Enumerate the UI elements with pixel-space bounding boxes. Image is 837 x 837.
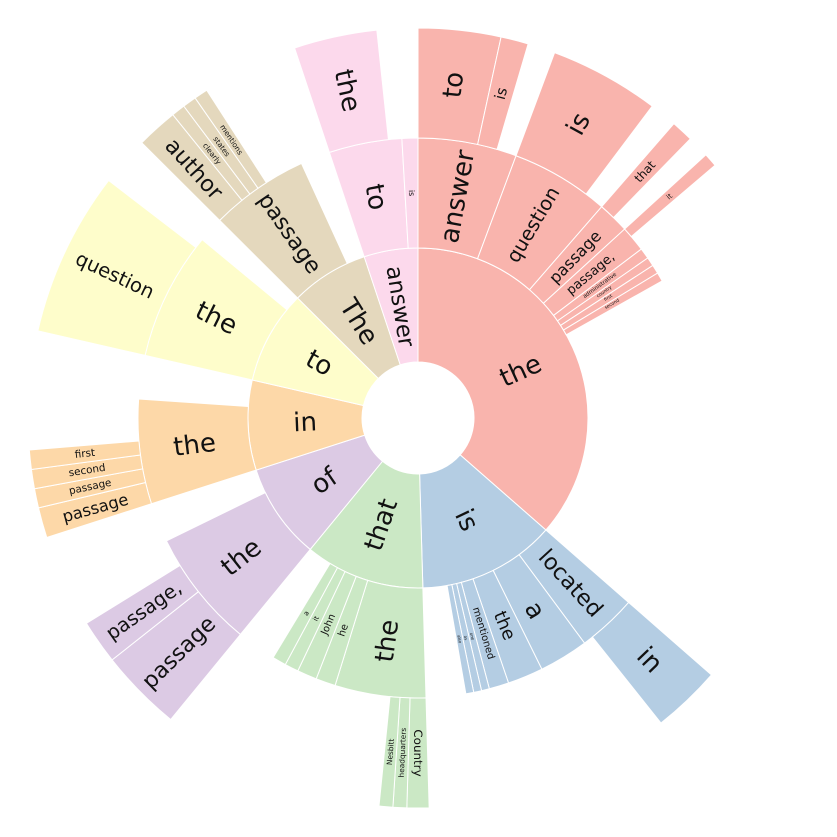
label-that-the-country: Country (411, 729, 425, 776)
wedge-the-question-is (515, 52, 653, 195)
label-that-the-nesbitt: Nesbitt (385, 738, 396, 765)
wedge-that-the-nesbitt (378, 696, 401, 808)
wedge-answer-is (401, 137, 419, 249)
label-is-one: one (469, 632, 476, 641)
wedge-is-also (446, 584, 475, 695)
wedge-the-second (562, 272, 663, 336)
label-in-the-first: first (74, 447, 95, 461)
label-answer-to: to (358, 181, 392, 212)
label-is-also: also (456, 635, 463, 644)
wedge-of-the-passage (85, 564, 200, 661)
label-the-passage-it: it (664, 191, 674, 201)
label-is-as: as (463, 635, 469, 641)
label-that-it: it (312, 615, 321, 623)
wedge-the-answer-is (477, 36, 529, 151)
label-the-answer-is: is (491, 85, 511, 101)
sunburst-wedges (28, 27, 716, 809)
label-the-first: first (603, 293, 614, 303)
wedge-that-a (272, 562, 339, 666)
label-in: in (293, 407, 318, 438)
wedge-the-passage-mentions (194, 89, 268, 189)
label-that-he: he (336, 623, 351, 638)
label-in-the: the (172, 428, 218, 463)
wedge-answer-to-the (293, 29, 389, 154)
wedge-is-located-in (591, 601, 713, 724)
label-that-a: a (302, 610, 311, 618)
wedge-to-the-question (37, 179, 197, 357)
label-that-the: the (370, 618, 406, 664)
wedge-the-passage-that (600, 122, 692, 219)
wedge-in-the-first (28, 440, 142, 471)
label-answer-is: is (407, 190, 416, 197)
wedge-the-passage-it (623, 154, 716, 238)
label-the-answer-to: to (438, 70, 471, 99)
label-in-the-second: second (68, 462, 106, 480)
label-that-the-headquarters: headquarters (397, 727, 408, 777)
